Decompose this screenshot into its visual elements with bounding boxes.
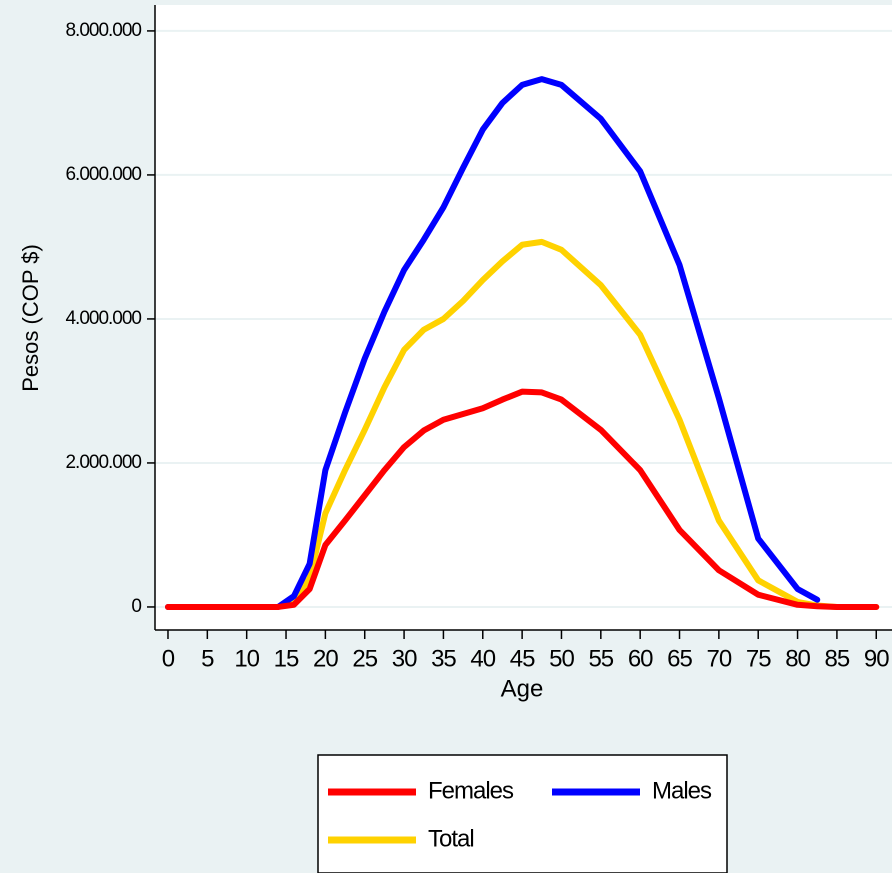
x-tick-label: 80 (785, 645, 810, 672)
x-tick-label: 5 (201, 645, 214, 672)
x-tick-label: 35 (431, 645, 456, 672)
x-tick-label: 45 (510, 645, 535, 672)
y-axis-label: Pesos (COP $) (18, 244, 43, 392)
x-tick-label: 85 (825, 645, 850, 672)
legend-label: Total (428, 825, 474, 852)
x-tick-label: 50 (549, 645, 574, 672)
legend-box (317, 754, 728, 873)
y-tick-label: 8.000.000 (65, 20, 141, 41)
x-tick-label: 70 (707, 645, 732, 672)
y-tick-label: 6.000.000 (65, 164, 141, 185)
legend-label: Females (428, 777, 514, 804)
x-tick-label: 90 (864, 645, 889, 672)
series-line (164, 238, 880, 610)
legend-label: Males (652, 777, 712, 804)
x-tick-label: 55 (588, 645, 613, 672)
x-tick-label: 15 (274, 645, 299, 672)
x-tick-label: 25 (352, 645, 377, 672)
y-tick-label: 4.000.000 (65, 308, 141, 329)
x-tick-label: 75 (746, 645, 771, 672)
series-line (164, 76, 821, 610)
x-tick-label: 10 (234, 645, 259, 672)
y-tick-label: 2.000.000 (65, 452, 141, 473)
x-tick-label: 60 (628, 645, 653, 672)
series-line (164, 388, 880, 610)
plot-area (155, 5, 892, 630)
x-tick-label: 20 (313, 645, 338, 672)
x-tick-label: 0 (162, 645, 175, 672)
x-tick-label: 65 (667, 645, 692, 672)
y-tick-label: 0 (131, 596, 141, 617)
x-tick-label: 40 (470, 645, 495, 672)
x-tick-label: 30 (392, 645, 417, 672)
x-axis-label: Age (501, 675, 544, 702)
